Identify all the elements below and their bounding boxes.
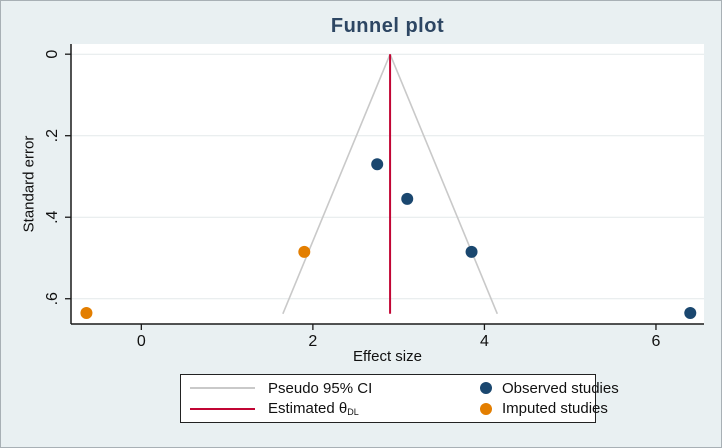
plot-area	[71, 44, 704, 324]
imputed-point	[298, 245, 311, 258]
legend-label-pseudo-ci: Pseudo 95% CI	[268, 379, 373, 397]
x-tick-label: 2	[308, 333, 317, 350]
legend-label-estimate: Estimated θDL	[268, 400, 359, 418]
pseudo-ci-line-swatch	[190, 387, 255, 390]
legend-box: Pseudo 95% CI Observed studies Estimated…	[180, 374, 619, 423]
estimate-line-swatch	[190, 407, 255, 410]
x-tick-label: 4	[480, 333, 489, 350]
x-tick-label: 6	[652, 333, 661, 350]
imputed-dot-swatch	[480, 402, 492, 415]
observed-point	[684, 306, 697, 319]
chart-title: Funnel plot	[330, 15, 445, 37]
legend-entry-pseudo-ci: Pseudo 95% CI	[181, 378, 421, 398]
legend-entry-imputed: Imputed studies	[421, 399, 619, 419]
y-tick-label: .6	[44, 292, 61, 305]
y-axis-title: Standard error	[20, 135, 38, 233]
observed-point	[371, 158, 384, 171]
imputed-point	[80, 306, 93, 319]
legend-entry-estimate: Estimated θDL	[181, 399, 421, 419]
x-tick-label: 0	[137, 333, 146, 350]
estimate-subscript: DL	[347, 407, 359, 418]
y-tick-label: .4	[44, 210, 61, 223]
observed-point	[401, 192, 414, 205]
observed-dot-swatch	[480, 382, 492, 395]
x-axis-title: Effect size	[353, 348, 422, 365]
pseudo-ci-line	[389, 53, 499, 315]
observed-point	[465, 245, 478, 258]
y-tick-label: .2	[44, 129, 61, 142]
y-tick-label: 0	[44, 50, 61, 59]
legend-label-observed: Observed studies	[502, 379, 619, 397]
legend-entry-observed: Observed studies	[421, 378, 619, 398]
pseudo-ci-line	[282, 53, 391, 315]
legend-label-imputed: Imputed studies	[502, 400, 608, 418]
